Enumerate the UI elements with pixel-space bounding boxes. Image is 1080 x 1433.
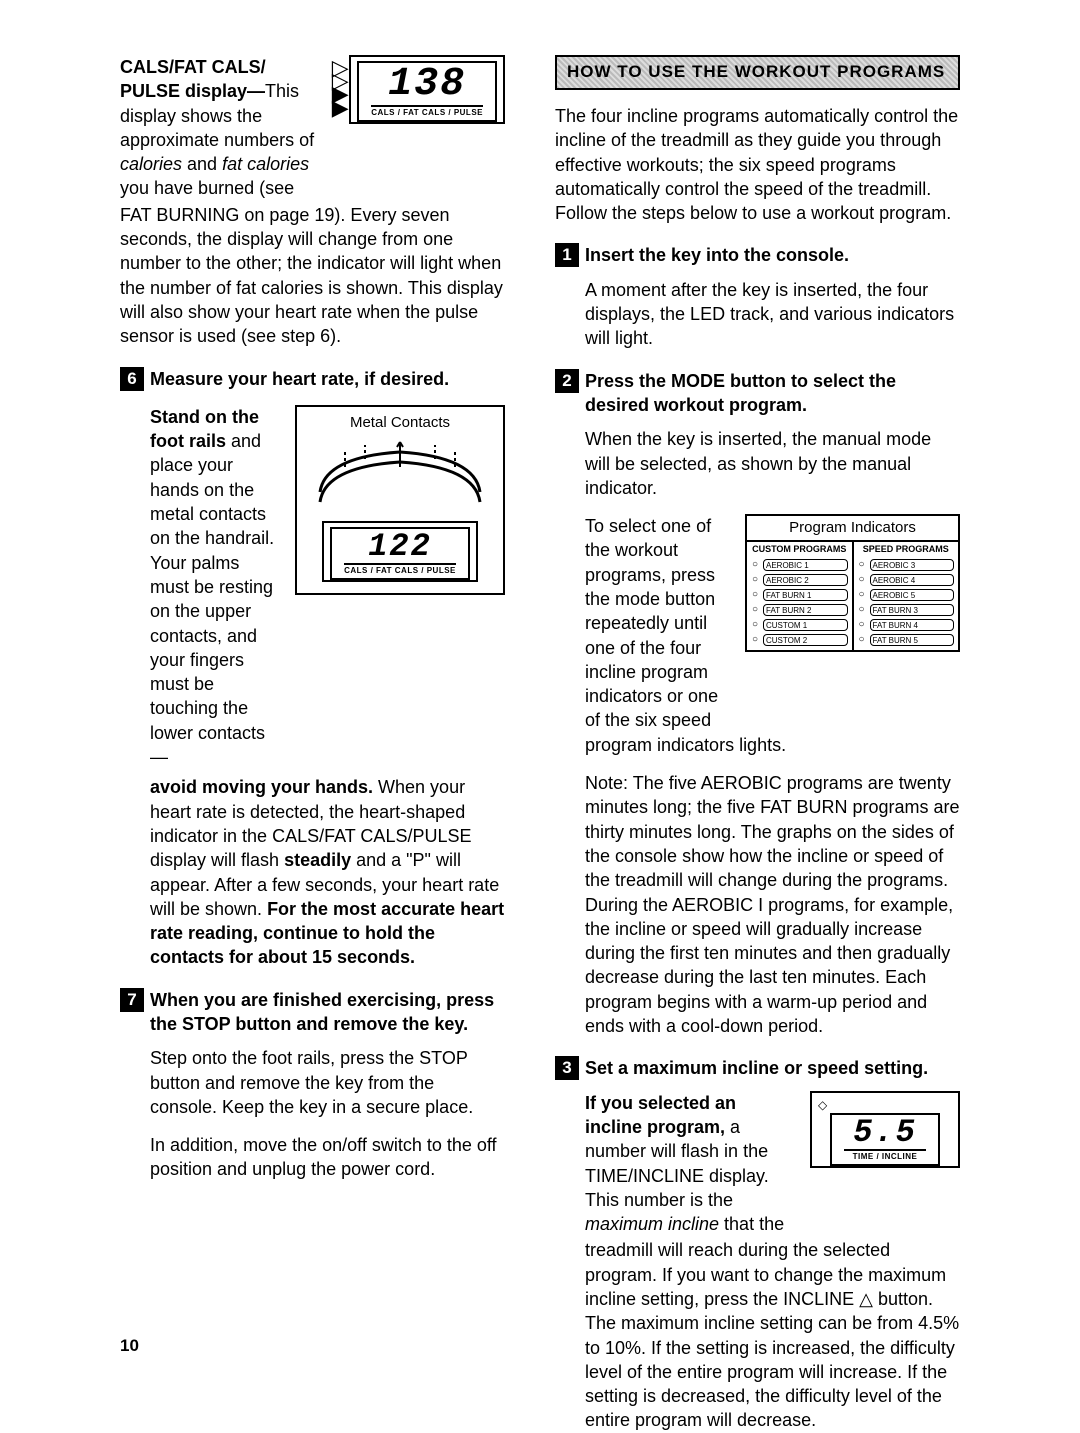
r-step1-title: Insert the key into the console. xyxy=(585,243,960,267)
cals-cont: FAT BURNING on page 19). Every seven sec… xyxy=(120,203,505,349)
section-banner: HOW TO USE THE WORKOUT PROGRAMS xyxy=(555,55,960,90)
r-step3-p1-ital: maximum incline xyxy=(585,1214,719,1234)
cals-ital1: calories xyxy=(120,154,182,174)
step7-title: When you are finished exercising, press … xyxy=(150,988,505,1037)
cals-ital2: fat calories xyxy=(222,154,309,174)
r-step3-num: 3 xyxy=(555,1056,579,1080)
step6-title: Measure your heart rate, if desired. xyxy=(150,367,505,391)
ind-item: FAT BURN 4 xyxy=(870,619,955,631)
page-number: 10 xyxy=(120,1335,139,1358)
r-step1-num: 1 xyxy=(555,243,579,267)
r-step3-row: If you selected an incline program, a nu… xyxy=(585,1091,960,1237)
handrail-icon xyxy=(305,437,495,517)
r-step2-num: 2 xyxy=(555,369,579,393)
step6-avoid: avoid moving your hands. When your heart… xyxy=(150,775,505,969)
r-step2-p1: When the key is inserted, the manual mod… xyxy=(585,427,960,500)
ind-right-h: SPEED PROGRAMS xyxy=(854,542,959,556)
metal-caption: Metal Contacts xyxy=(350,413,450,433)
step6-head: 6 Measure your heart rate, if desired. xyxy=(120,367,505,391)
r-step2-row: To select one of the workout programs, p… xyxy=(585,514,960,733)
cals-heading: CALS/FAT CALS/ PULSE display— xyxy=(120,57,266,101)
r-step3-p2: treadmill will reach during the selected… xyxy=(585,1238,960,1432)
ind-left-col: AEROBIC 1 AEROBIC 2 FAT BURN 1 FAT BURN … xyxy=(747,556,854,650)
lcd-box: 138 CALS / FAT CALS / PULSE xyxy=(349,55,505,124)
program-indicators-figure: Program Indicators CUSTOM PROGRAMS SPEED… xyxy=(745,514,960,652)
ind-cols: AEROBIC 1 AEROBIC 2 FAT BURN 1 FAT BURN … xyxy=(747,556,958,650)
r-step1-body: A moment after the key is inserted, the … xyxy=(585,278,960,351)
ind-headers: CUSTOM PROGRAMS SPEED PROGRAMS xyxy=(747,540,958,556)
metal-contacts-figure: Metal Contacts 122 CALS / FAT CALS / PUL… xyxy=(295,405,505,595)
cals-block: CALS/FAT CALS/ PULSE display—This displa… xyxy=(120,55,505,201)
right-column: HOW TO USE THE WORKOUT PROGRAMS The four… xyxy=(555,55,960,1433)
r-step3-lcd-label: TIME / INCLINE xyxy=(844,1149,926,1164)
step7-head: 7 When you are finished exercising, pres… xyxy=(120,988,505,1037)
cals-lcd-figure: ▷▷▶▶ 138 CALS / FAT CALS / PULSE xyxy=(331,55,505,124)
ind-item: CUSTOM 2 xyxy=(763,634,848,646)
ind-item: AEROBIC 1 xyxy=(763,559,848,571)
lcd-value: 138 xyxy=(371,63,483,105)
ind-item: AEROBIC 5 xyxy=(870,589,955,601)
step7-p1: Step onto the foot rails, press the STOP… xyxy=(150,1046,505,1119)
page-columns: CALS/FAT CALS/ PULSE display—This displa… xyxy=(120,55,970,1433)
r-step3-lcd-val: 5.5 xyxy=(844,1115,926,1149)
ind-item: AEROBIC 3 xyxy=(870,559,955,571)
ind-item: CUSTOM 1 xyxy=(763,619,848,631)
fig-lcd-label: CALS / FAT CALS / PULSE xyxy=(344,563,456,578)
ind-right-col: AEROBIC 3 AEROBIC 4 AEROBIC 5 FAT BURN 3… xyxy=(854,556,959,650)
step6-body: Stand on the foot rails and place your h… xyxy=(150,405,505,970)
ind-item: FAT BURN 1 xyxy=(763,589,848,601)
r-step2-head: 2 Press the MODE button to select the de… xyxy=(555,369,960,418)
step7-num: 7 xyxy=(120,988,144,1012)
step6-stand-row: Stand on the foot rails and place your h… xyxy=(150,405,505,769)
step6-steadily: steadily xyxy=(284,850,351,870)
r-step2-body: When the key is inserted, the manual mod… xyxy=(585,427,960,1038)
cals-tail1: you have burned (see xyxy=(120,178,294,198)
step7-body: Step onto the foot rails, press the STOP… xyxy=(150,1046,505,1181)
cals-mid: and xyxy=(182,154,222,174)
r-step1-p1: A moment after the key is inserted, the … xyxy=(585,278,960,351)
step7-p2: In addition, move the on/off switch to t… xyxy=(150,1133,505,1182)
r-step3-lcd: ◇ 5.5 TIME / INCLINE xyxy=(810,1091,960,1168)
lcd-side-marks: ▷▷▶▶ xyxy=(331,55,349,114)
step6-avoid-bold: avoid moving your hands. xyxy=(150,777,373,797)
ind-item: AEROBIC 4 xyxy=(870,574,955,586)
r-step2-title: Press the MODE button to select the desi… xyxy=(585,369,960,418)
r-step2-p2b: program indicators lights. xyxy=(585,733,960,757)
r-step3-title: Set a maximum incline or speed setting. xyxy=(585,1056,960,1080)
step6-stand-rest: and place your hands on the metal contac… xyxy=(150,431,274,767)
step6-num: 6 xyxy=(120,367,144,391)
ind-title: Program Indicators xyxy=(747,516,958,540)
left-column: CALS/FAT CALS/ PULSE display—This displa… xyxy=(120,55,505,1433)
cals-text: CALS/FAT CALS/ PULSE display—This displa… xyxy=(120,55,317,201)
r-step3-p1-bold: If you selected an incline program, xyxy=(585,1093,736,1137)
ind-item: FAT BURN 2 xyxy=(763,604,848,616)
r-step3-p1: If you selected an incline program, a nu… xyxy=(585,1091,796,1237)
ind-item: FAT BURN 3 xyxy=(870,604,955,616)
r-step2-note: Note: The five AEROBIC programs are twen… xyxy=(585,771,960,1038)
r-step2-p2a: To select one of the workout programs, p… xyxy=(585,514,731,733)
ind-item: AEROBIC 2 xyxy=(763,574,848,586)
fig-lcd: 122 CALS / FAT CALS / PULSE xyxy=(322,521,478,582)
r-step3-head: 3 Set a maximum incline or speed setting… xyxy=(555,1056,960,1080)
fig-lcd-value: 122 xyxy=(344,529,456,563)
r-step3-p1-rest2: that the xyxy=(719,1214,784,1234)
step6-stand: Stand on the foot rails and place your h… xyxy=(150,405,281,769)
right-intro: The four incline programs automatically … xyxy=(555,104,960,225)
r-step3-body: If you selected an incline program, a nu… xyxy=(585,1091,960,1433)
lcd-label: CALS / FAT CALS / PULSE xyxy=(371,105,483,120)
r-step1-head: 1 Insert the key into the console. xyxy=(555,243,960,267)
ind-left-h: CUSTOM PROGRAMS xyxy=(747,542,854,556)
ind-item: FAT BURN 5 xyxy=(870,634,955,646)
